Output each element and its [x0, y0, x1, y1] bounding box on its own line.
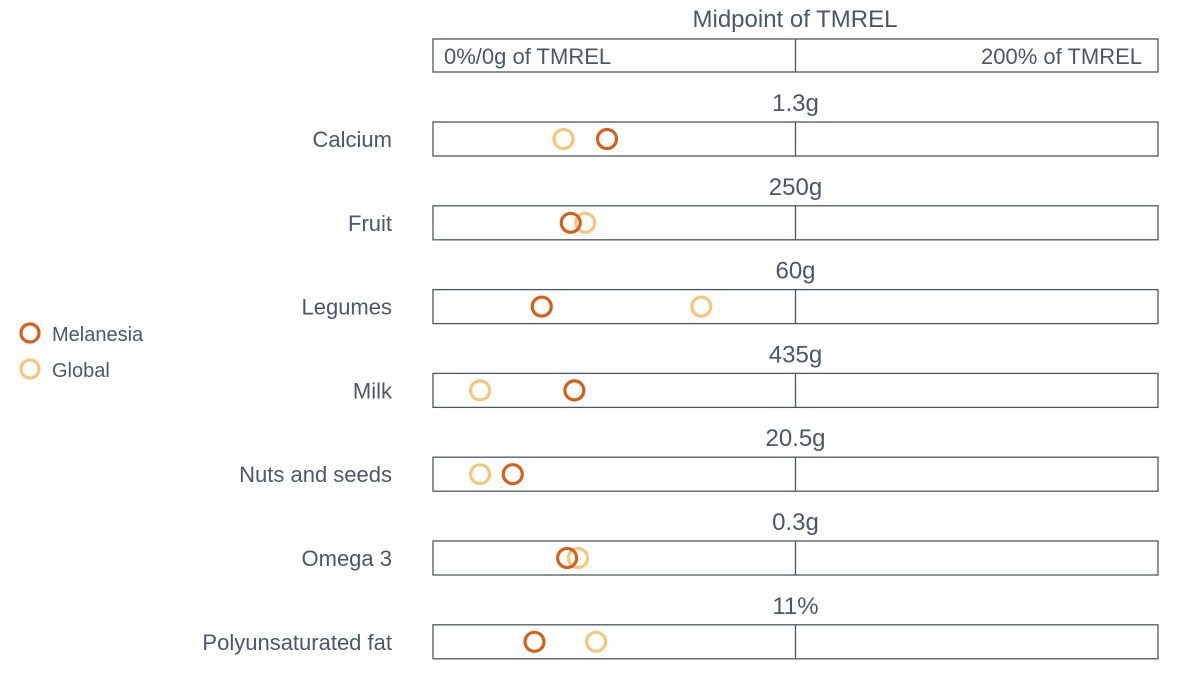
midpoint-label-omega-3: 0.3g: [772, 509, 819, 536]
point-melanesia-nuts-and-seeds: [501, 463, 524, 486]
category-label-milk: Milk: [353, 378, 393, 403]
midpoint-label-nuts-and-seeds: 20.5g: [765, 425, 825, 452]
legend-marker-melanesia: [19, 322, 41, 344]
row-milk: 435g Milk: [353, 341, 1159, 409]
point-melanesia-omega-3: [556, 546, 579, 570]
row-calcium: 1.3g Calcium: [313, 90, 1159, 157]
category-label-calcium: Calcium: [313, 127, 392, 152]
midpoint-label-calcium: 1.3g: [772, 90, 819, 117]
row-omega-3: 0.3g Omega 3: [302, 509, 1159, 576]
point-melanesia-polyunsaturated-fat: [523, 630, 546, 653]
midpoint-label-milk: 435g: [769, 341, 822, 368]
point-global-polyunsaturated-fat: [585, 630, 608, 653]
point-global-legumes: [690, 295, 713, 318]
point-global-milk: [469, 379, 492, 402]
chart-rows: 1.3g Calcium 250g Fruit 60g Legumes 435g Milk 20…: [202, 90, 1159, 660]
scale-left-label: 0%/0g of TMREL: [444, 44, 611, 69]
category-label-fruit: Fruit: [348, 211, 392, 236]
category-label-nuts-and-seeds: Nuts and seeds: [239, 462, 392, 487]
row-fruit: 250g Fruit: [348, 174, 1159, 241]
legend-label-global: Global: [52, 360, 110, 382]
point-melanesia-calcium: [595, 127, 619, 151]
midpoint-label-legumes: 60g: [775, 258, 815, 285]
legend-label-melanesia: Melanesia: [52, 324, 144, 346]
midpoint-label-fruit: 250g: [769, 174, 822, 201]
point-global-fruit: [574, 211, 597, 234]
row-nuts-and-seeds: 20.5g Nuts and seeds: [239, 425, 1159, 492]
point-global-calcium: [552, 127, 575, 151]
scale-right-label: 200% of TMREL: [981, 44, 1142, 69]
legend-marker-global: [19, 358, 41, 380]
point-melanesia-legumes: [530, 295, 553, 318]
point-melanesia-milk: [563, 379, 586, 402]
category-label-polyunsaturated-fat: Polyunsaturated fat: [202, 630, 392, 655]
midpoint-label-polyunsaturated-fat: 11%: [772, 593, 818, 620]
row-polyunsaturated-fat: 11% Polyunsaturated fat: [202, 593, 1159, 660]
legend: Melanesia Global: [19, 322, 144, 382]
category-label-legumes: Legumes: [301, 295, 392, 320]
point-melanesia-fruit: [559, 211, 582, 234]
point-global-omega-3: [566, 546, 590, 570]
point-global-nuts-and-seeds: [469, 463, 492, 486]
category-label-omega-3: Omega 3: [302, 546, 393, 571]
chart-title: Midpoint of TMREL: [693, 6, 898, 33]
row-legumes: 60g Legumes: [301, 258, 1159, 325]
